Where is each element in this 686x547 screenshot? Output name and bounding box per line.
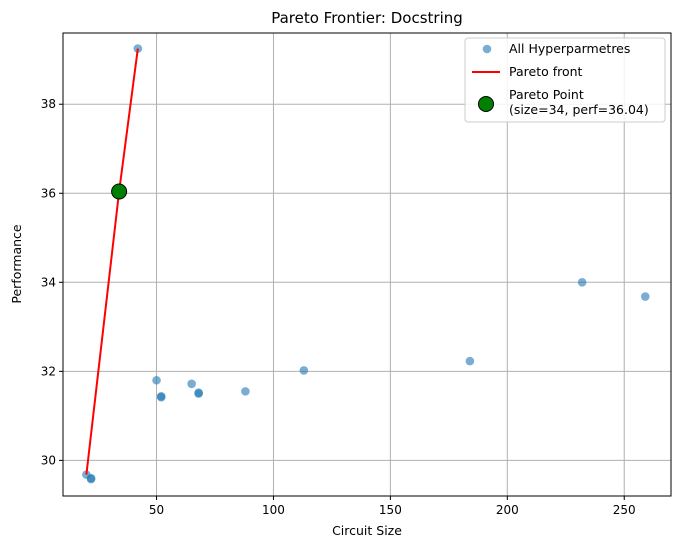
x-tick-label: 100 [262, 503, 285, 517]
legend-swatch-scatter [482, 44, 492, 54]
pareto-front-line [85, 48, 139, 475]
legend-label: Pareto Point [509, 87, 584, 102]
plot-marks [82, 44, 650, 484]
scatter-point [86, 473, 96, 483]
legend-label: (size=34, perf=36.04) [509, 102, 649, 117]
scatter-point [152, 375, 161, 385]
legend-label: All Hyperparmetres [509, 41, 630, 56]
y-axis-label: Performance [9, 224, 24, 304]
x-axis-label: Circuit Size [332, 523, 402, 538]
y-tick-label: 30 [41, 453, 56, 467]
legend-box [464, 37, 666, 123]
scatter-point [187, 379, 196, 389]
y-tick-label: 38 [41, 97, 56, 111]
y-tick-label: 32 [41, 364, 56, 378]
legend-swatch-marker [478, 96, 494, 112]
scatter-point [640, 292, 650, 301]
legend: All Hyperparmetres Pareto front Pareto Poi… [464, 37, 666, 123]
x-tick-label: 200 [496, 503, 519, 517]
x-tick-label: 50 [149, 503, 164, 517]
plot-frame [62, 32, 672, 497]
x-tick-label: 250 [613, 503, 636, 517]
y-axis-ticks: 30 32 34 36 38 [41, 97, 63, 467]
y-tick-label: 36 [41, 186, 56, 200]
scatter-point [241, 387, 250, 396]
scatter-point [194, 388, 203, 398]
scatter-point [577, 278, 587, 287]
x-tick-label: 150 [379, 503, 402, 517]
chart-title: Pareto Frontier: Docstring [271, 9, 463, 27]
x-axis-ticks: 50 100 150 200 250 [149, 496, 636, 517]
scatter-point [156, 391, 166, 401]
scatter-point [465, 356, 475, 366]
y-tick-label: 34 [41, 275, 56, 289]
legend-label: Pareto front [509, 64, 583, 79]
pareto-point-marker [111, 183, 128, 200]
scatter-point [299, 366, 309, 375]
